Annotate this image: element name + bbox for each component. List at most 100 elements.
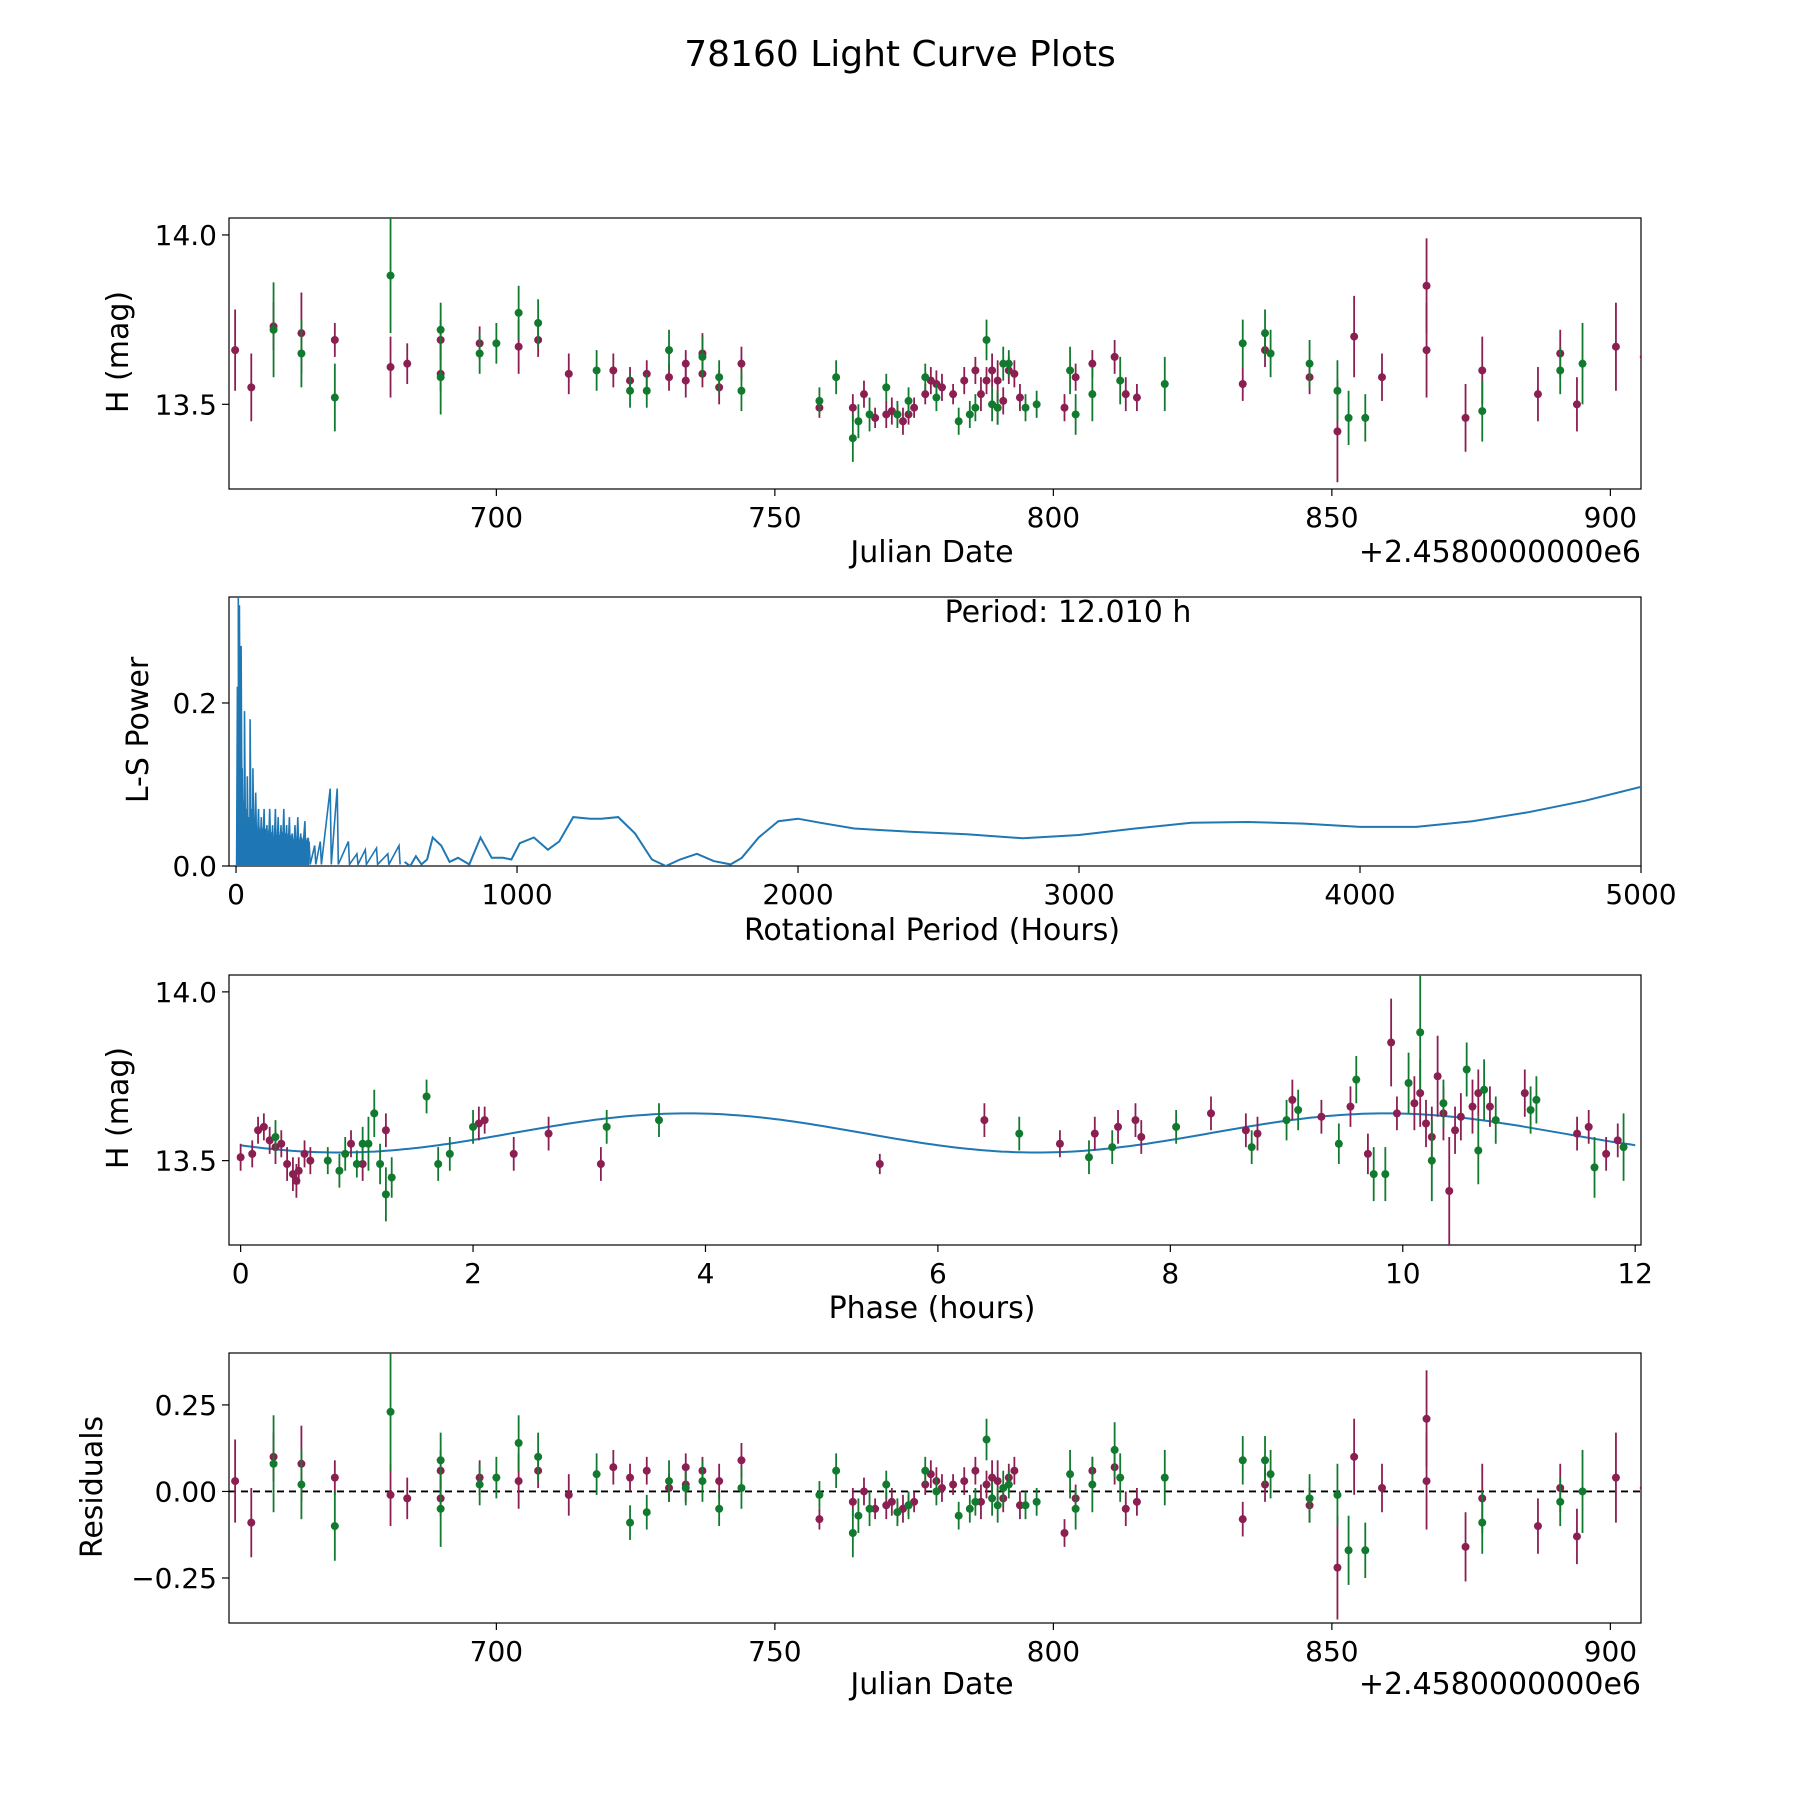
residuals-ylabel: Residuals <box>75 1416 110 1558</box>
residuals-point <box>681 1484 690 1492</box>
residuals-point <box>737 1456 746 1465</box>
phased-point <box>1456 1112 1465 1121</box>
phased-point <box>875 1160 884 1168</box>
residuals-point <box>832 1466 841 1475</box>
lightcurve-axes: 700 750 800 850 900 14.0 13.5 <box>155 217 1642 534</box>
lightcurve-point <box>999 359 1008 368</box>
residuals-point <box>971 1466 980 1475</box>
lightcurve-point <box>1478 407 1487 416</box>
lightcurve-point <box>330 393 339 402</box>
residuals-point <box>1116 1473 1125 1482</box>
phased-point <box>259 1122 268 1131</box>
phased-point <box>1334 1139 1343 1148</box>
residuals-point <box>1032 1497 1041 1506</box>
lightcurve-point <box>1350 332 1359 341</box>
periodogram-annotation: Period: 12.010 h <box>945 595 1192 630</box>
residuals-xtick-label: 850 <box>1305 1635 1358 1668</box>
phased-point <box>1416 1028 1425 1037</box>
phased-point <box>352 1160 361 1168</box>
phased-point <box>1352 1075 1361 1084</box>
phased-point <box>1451 1126 1460 1135</box>
lightcurve-point <box>1021 403 1030 412</box>
phased-point <box>1468 1102 1477 1111</box>
residuals-point <box>436 1456 445 1465</box>
lightcurve-point <box>1556 366 1565 375</box>
lightcurve-point <box>1132 393 1141 402</box>
phased-point <box>654 1116 663 1125</box>
residuals-point <box>993 1477 1002 1486</box>
phased-point <box>248 1149 257 1158</box>
residuals-point <box>882 1480 891 1489</box>
phased-ytick-label: 14.0 <box>155 976 217 1009</box>
lightcurve-point <box>403 359 412 368</box>
lightcurve-point <box>993 376 1002 385</box>
residuals-point <box>715 1504 724 1513</box>
residuals-point <box>609 1463 618 1472</box>
lightcurve-frame <box>228 217 1642 490</box>
lightcurve-point <box>1377 373 1386 382</box>
periodogram-curve <box>404 785 1641 866</box>
lightcurve-point <box>297 349 306 358</box>
phased-point <box>1439 1099 1448 1108</box>
phased-frame <box>228 974 1642 1246</box>
lightcurve-point <box>1088 390 1097 399</box>
residuals-point <box>988 1494 997 1503</box>
residuals-axes: 700 750 800 850 900 0.25 0.00 −0.25 <box>131 1352 1642 1668</box>
phased-point <box>1491 1116 1500 1125</box>
lightcurve-point <box>815 396 824 405</box>
residuals-point <box>865 1504 874 1513</box>
phased-point <box>602 1122 611 1131</box>
lightcurve-point <box>971 403 980 412</box>
residuals-point <box>1422 1477 1431 1486</box>
lightcurve-xtick-label: 750 <box>748 501 801 534</box>
residuals-point <box>971 1497 980 1506</box>
residuals-point <box>492 1473 501 1482</box>
lightcurve-point <box>960 376 969 385</box>
lightcurve-point <box>1004 359 1013 368</box>
residuals-point <box>1266 1470 1275 1479</box>
lightcurve-point <box>1422 346 1431 355</box>
phased-xlabel: Phase (hours) <box>829 1291 1036 1326</box>
lightcurve-point <box>247 383 256 392</box>
lightcurve-xtick-label: 850 <box>1305 501 1358 534</box>
phased-ylabel: H (mag) <box>101 1047 136 1169</box>
residuals-point <box>921 1466 930 1475</box>
residuals-point <box>564 1490 573 1499</box>
residuals-point <box>949 1480 958 1489</box>
lightcurve-point <box>910 403 919 412</box>
lightcurve-ylabel: H (mag) <box>101 291 136 413</box>
residuals-point <box>403 1494 412 1503</box>
phased-point <box>1526 1106 1535 1114</box>
phased-point <box>1462 1065 1471 1074</box>
lightcurve-data <box>231 218 1641 483</box>
phased-point <box>1247 1143 1256 1152</box>
phased-point <box>1294 1106 1303 1114</box>
phased-point <box>1410 1099 1419 1108</box>
lightcurve-point <box>848 434 857 443</box>
phased-point <box>1584 1122 1593 1131</box>
phased-point <box>364 1139 373 1148</box>
phased-point <box>445 1149 454 1158</box>
lightcurve-point <box>965 410 974 419</box>
phased-point <box>1474 1089 1483 1098</box>
residuals-point <box>534 1452 543 1461</box>
lightcurve-point <box>1116 376 1125 385</box>
residuals-point <box>1333 1563 1342 1572</box>
phased-point <box>1520 1089 1529 1098</box>
lightcurve-point <box>1010 369 1019 378</box>
residuals-offset-label: +2.4580000000e6 <box>1359 1667 1641 1702</box>
residuals-point <box>1015 1501 1024 1510</box>
lightcurve-point <box>231 346 240 355</box>
residuals-point <box>1132 1497 1141 1506</box>
lightcurve-point <box>564 369 573 378</box>
residuals-point <box>330 1473 339 1482</box>
lightcurve-point <box>737 359 746 368</box>
lightcurve-point <box>1261 329 1270 338</box>
residuals-point <box>1261 1456 1270 1465</box>
periodogram-axes: 0 1000 2000 3000 4000 5000 0.0 0.2 <box>172 596 1677 911</box>
phased-point <box>1241 1126 1250 1135</box>
phased-point <box>509 1149 518 1158</box>
residuals-point <box>848 1529 857 1537</box>
lightcurve-point <box>1071 373 1080 382</box>
lightcurve-point <box>475 349 484 358</box>
